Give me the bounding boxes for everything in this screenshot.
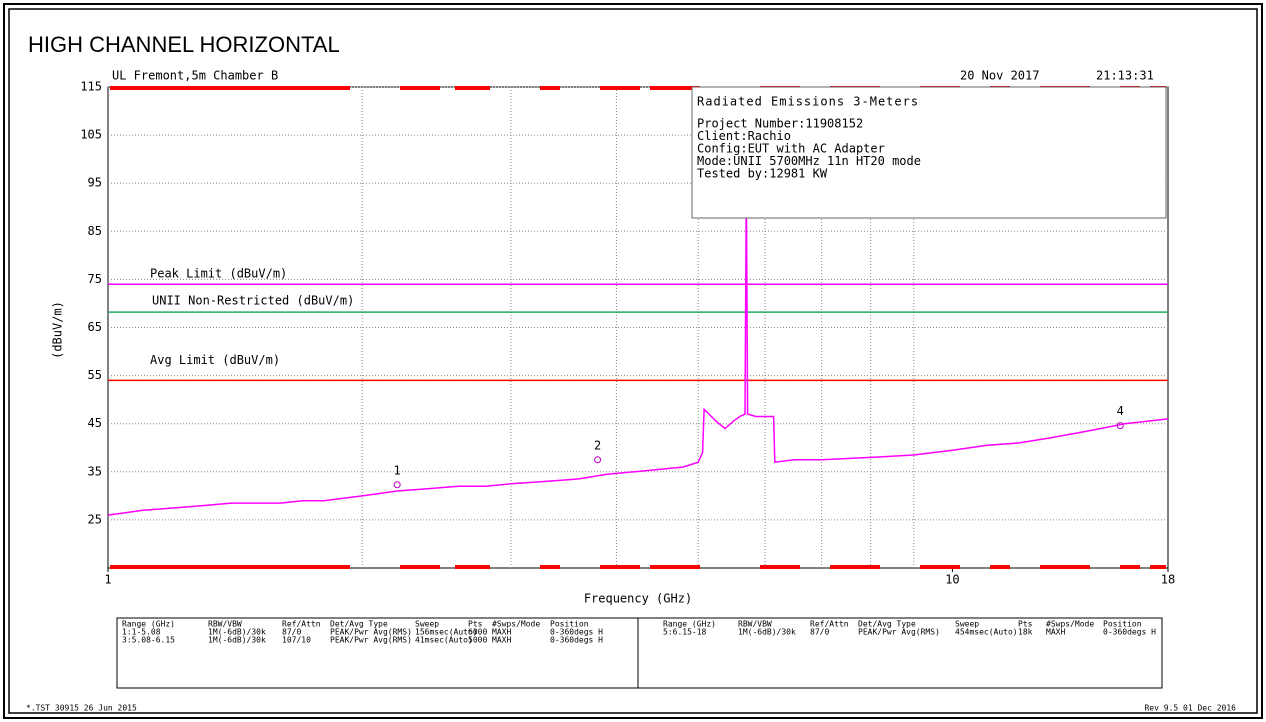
table-cell: 0-360degs H: [1103, 628, 1156, 637]
table-header: Position: [550, 620, 589, 629]
table-header: RBW/VBW: [208, 620, 242, 629]
table-header: Sweep: [415, 620, 439, 629]
footer-right: Rev 9.5 01 Dec 2016: [1144, 704, 1236, 713]
limit-label: UNII Non-Restricted (dBuV/m): [152, 294, 354, 308]
table-header: Range (GHz): [663, 620, 716, 629]
table-header: Position: [1103, 620, 1142, 629]
info-line: Client:Rachio: [697, 129, 791, 143]
info-line: Project Number:11908152: [697, 117, 863, 131]
table-cell: 41msec(Auto): [415, 636, 473, 645]
table-cell: PEAK/Pwr Avg(RMS): [330, 628, 412, 637]
y-tick-label: 65: [88, 320, 102, 334]
y-axis-label: (dBuV/m): [51, 301, 65, 359]
table-cell: 0-360degs H: [550, 636, 603, 645]
table-cell: 1M(-6dB)/30k: [738, 628, 796, 637]
table-cell: 5000: [468, 636, 487, 645]
time: 21:13:31: [1096, 69, 1154, 83]
table-header: #Swps/Mode: [492, 620, 540, 629]
y-tick-label: 85: [88, 224, 102, 238]
y-tick-label: 25: [88, 512, 102, 526]
info-line: Tested by:12981 KW: [697, 167, 828, 181]
settings-table: [116, 617, 1163, 689]
marker: [1116, 422, 1124, 430]
table-cell: 454msec(Auto): [955, 628, 1018, 637]
table-header: RBW/VBW: [738, 620, 772, 629]
table-header: Pts: [1018, 620, 1033, 629]
marker: [393, 481, 401, 489]
table-cell: 0-360degs H: [550, 628, 603, 637]
y-tick-label: 115: [80, 80, 102, 94]
table-header: Ref/Attn: [282, 620, 321, 629]
marker-label: 2: [594, 438, 601, 452]
inner-border: [8, 8, 1258, 714]
table-header: Det/Avg Type: [858, 620, 916, 629]
table-cell: 1M(-6dB)/30k: [208, 628, 266, 637]
date: 20 Nov 2017: [960, 69, 1039, 83]
table-cell: 87/0: [810, 628, 829, 637]
table-cell: MAXH: [1046, 628, 1065, 637]
x-tick-label: 10: [945, 573, 959, 587]
table-cell: PEAK/Pwr Avg(RMS): [330, 636, 412, 645]
x-tick-label: 1: [104, 573, 111, 587]
marker-label: 1: [394, 463, 401, 477]
y-tick-label: 75: [88, 272, 102, 286]
info-line: Config:EUT with AC Adapter: [697, 142, 885, 156]
table-cell: 1:1-5.08: [122, 628, 161, 637]
y-tick-label: 55: [88, 368, 102, 382]
y-tick-label: 45: [88, 416, 102, 430]
info-box: [691, 86, 1167, 219]
x-axis-label: Frequency (GHz): [584, 592, 692, 606]
table-cell: 156msec(Auto): [415, 628, 478, 637]
y-tick-label: 35: [88, 464, 102, 478]
table-header: Det/Avg Type: [330, 620, 388, 629]
table-header: Range (GHz): [122, 620, 175, 629]
table-header: Sweep: [955, 620, 979, 629]
limit-label: Avg Limit (dBuV/m): [150, 353, 280, 367]
table-header: Pts: [468, 620, 483, 629]
info-line: Mode:UNII 5700MHz 11n HT20 mode: [697, 154, 921, 168]
x-tick-label: 18: [1161, 573, 1175, 587]
outer-border: [3, 3, 1263, 719]
table-cell: 6000: [468, 628, 487, 637]
site: UL Fremont,5m Chamber B: [112, 69, 278, 83]
table-cell: MAXH: [492, 636, 511, 645]
y-tick-label: 95: [88, 176, 102, 190]
marker: [594, 456, 602, 464]
footer-left: *.TST 30915 26 Jun 2015: [26, 704, 137, 713]
table-cell: MAXH: [492, 628, 511, 637]
marker-label: 4: [1117, 404, 1124, 418]
chart-title: HIGH CHANNEL HORIZONTAL: [28, 32, 340, 57]
table-cell: 87/0: [282, 628, 301, 637]
table-cell: 107/10: [282, 636, 311, 645]
y-tick-label: 105: [80, 128, 102, 142]
table-header: Ref/Attn: [810, 620, 849, 629]
table-cell: 1M(-6dB)/30k: [208, 636, 266, 645]
table-cell: 5:6.15-18: [663, 628, 707, 637]
info-title: Radiated Emissions 3-Meters: [697, 95, 919, 109]
limit-label: Peak Limit (dBuV/m): [150, 267, 287, 281]
trace: [107, 187, 1169, 516]
table-cell: PEAK/Pwr Avg(RMS): [858, 628, 940, 637]
table-cell: 18k: [1018, 628, 1033, 637]
table-cell: 3:5.08-6.15: [122, 636, 175, 645]
table-header: #Swps/Mode: [1046, 620, 1094, 629]
